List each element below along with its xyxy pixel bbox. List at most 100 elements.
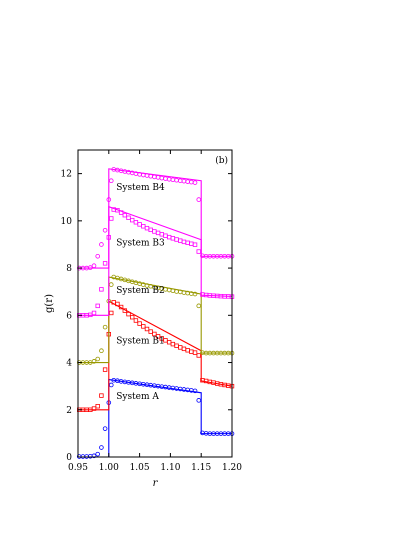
data-point (159, 175, 165, 181)
x-tick-label: 1.20 (222, 463, 242, 473)
data-point (185, 179, 190, 184)
series-line (78, 300, 233, 411)
data-point (189, 349, 194, 354)
data-point (185, 348, 190, 353)
data-point (196, 353, 201, 358)
y-tick-label: 8 (66, 264, 72, 274)
data-point (152, 174, 157, 180)
data-point (91, 310, 97, 316)
data-point (99, 393, 104, 398)
data-point (181, 346, 187, 352)
data-point (152, 229, 157, 234)
data-point (130, 217, 135, 223)
data-point (99, 445, 104, 450)
data-point (91, 359, 97, 364)
data-point (141, 224, 146, 229)
data-point (102, 261, 108, 266)
x-axis-label: r (153, 478, 159, 489)
data-point (178, 238, 183, 243)
panel-label: (b) (215, 155, 228, 166)
y-axis-label: g(r) (44, 294, 55, 313)
data-point (137, 222, 142, 227)
series-label: System B1 (116, 337, 165, 347)
data-point (174, 177, 179, 183)
data-point (108, 178, 114, 184)
data-point (109, 216, 114, 221)
data-point (170, 177, 176, 183)
plot-frame (77, 149, 233, 458)
data-point (99, 242, 104, 247)
x-tick-label: 1.00 (99, 463, 119, 473)
data-point (102, 324, 108, 330)
data-point (166, 340, 172, 345)
data-point (126, 311, 131, 317)
data-point (109, 310, 114, 316)
y-tick-label: 6 (66, 311, 72, 321)
series-system-a (76, 377, 235, 459)
series-label: System B2 (116, 286, 165, 296)
series-label: System A (116, 392, 159, 402)
data-point (163, 176, 168, 181)
x-tick-label: 1.15 (191, 463, 211, 473)
data-point (141, 324, 146, 329)
y-tick-label: 10 (61, 217, 73, 227)
data-point (133, 220, 139, 225)
data-point (152, 331, 157, 337)
data-point (91, 406, 97, 411)
data-point (148, 173, 153, 179)
data-point (148, 329, 153, 334)
data-point (159, 232, 164, 237)
data-point (174, 289, 179, 294)
data-point (192, 242, 198, 247)
data-point (155, 175, 161, 180)
data-point (170, 341, 176, 347)
data-point (170, 288, 176, 294)
data-point (118, 304, 124, 310)
ticks-layer: 0.95 1.00 1.05 1.10 1.15 1.20 0 2 4 6 8 10 12 (61, 150, 242, 473)
data-point (95, 404, 100, 409)
data-point (137, 321, 142, 326)
series-line (78, 205, 233, 316)
data-point (118, 210, 124, 215)
x-tick-label: 1.05 (130, 463, 150, 473)
data-point (88, 265, 93, 270)
data-point (126, 215, 131, 220)
data-point (170, 236, 176, 241)
data-point (189, 179, 194, 185)
series-label: System B4 (116, 183, 165, 193)
series-system-b3 (77, 205, 235, 318)
data-point (196, 398, 202, 403)
series-system-b2 (76, 274, 235, 365)
data-point (185, 240, 190, 246)
data-point (91, 453, 97, 459)
series-system-b1 (77, 300, 235, 412)
data-point (102, 367, 108, 372)
data-point (177, 178, 183, 184)
data-point (196, 303, 202, 309)
data-point (115, 301, 120, 307)
data-point (102, 227, 108, 233)
data-point (178, 345, 183, 350)
data-point (99, 348, 104, 354)
x-tick-label: 0.95 (68, 463, 88, 473)
data-point (192, 350, 198, 355)
y-tick-label: 4 (66, 359, 72, 369)
data-point (130, 314, 135, 320)
data-point (95, 253, 101, 259)
data-point (95, 451, 101, 457)
data-point (144, 225, 150, 231)
data-point (106, 197, 112, 202)
x-tick-label: 1.10 (160, 463, 180, 473)
data-point (196, 197, 202, 202)
data-point (192, 180, 198, 185)
data-point (189, 241, 194, 246)
data-point (174, 237, 179, 242)
plot-layer: System A System B1 System B2 System B3 Syste… (76, 167, 235, 459)
data-point (133, 318, 139, 323)
data-point (108, 382, 114, 388)
data-point (148, 227, 153, 233)
y-tick-label: 0 (66, 453, 72, 463)
data-point (174, 343, 179, 348)
data-point (115, 208, 120, 213)
